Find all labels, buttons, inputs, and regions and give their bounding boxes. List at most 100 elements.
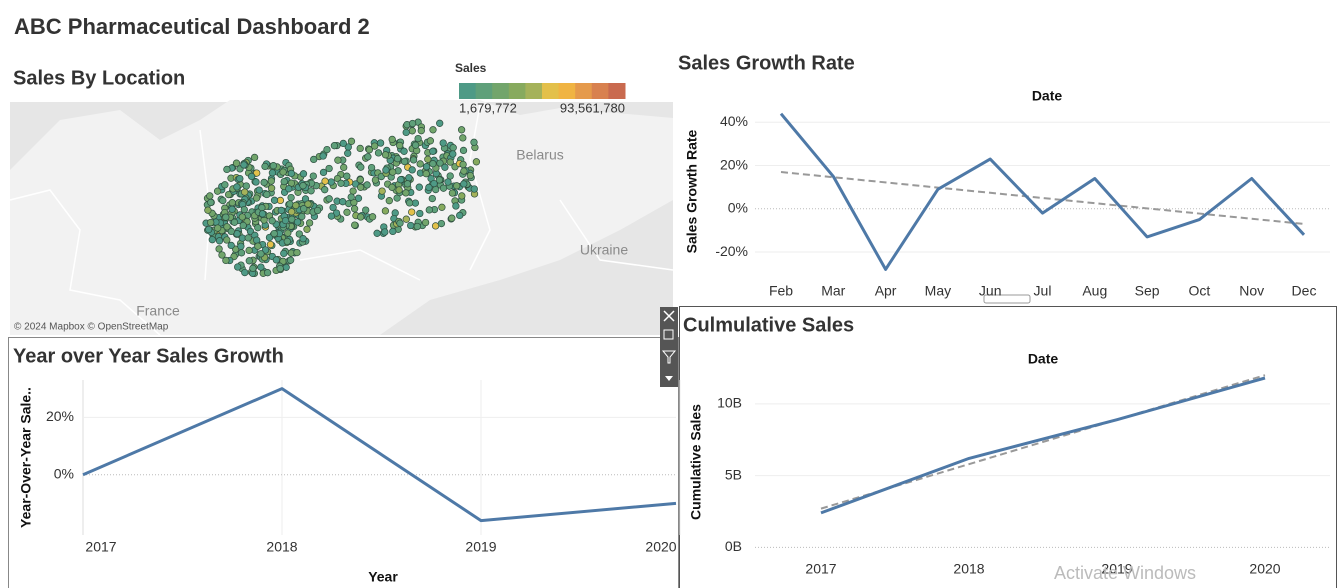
data-line xyxy=(820,376,1266,515)
map-point xyxy=(459,134,467,142)
map-point xyxy=(293,248,301,257)
map-point xyxy=(429,126,437,134)
map-point xyxy=(265,233,274,242)
map-point xyxy=(250,153,259,162)
map-point xyxy=(237,249,246,257)
map-point xyxy=(254,224,262,232)
map-point xyxy=(236,174,244,183)
map-point xyxy=(219,196,227,205)
map-point xyxy=(206,192,214,200)
map-point xyxy=(436,119,444,127)
map-point xyxy=(304,200,312,208)
map-point xyxy=(459,146,468,155)
map-point xyxy=(460,180,468,188)
map-point xyxy=(286,200,294,208)
map-point xyxy=(319,168,328,177)
map-point xyxy=(436,159,444,167)
map-point xyxy=(221,181,229,189)
map-point xyxy=(287,193,295,202)
map-point xyxy=(408,127,416,135)
map-point xyxy=(424,155,432,163)
map-point xyxy=(283,237,291,246)
map-point xyxy=(253,236,261,244)
map-point xyxy=(414,134,422,143)
map-point xyxy=(327,178,335,186)
expand-icon[interactable] xyxy=(663,329,674,340)
map-point xyxy=(470,185,478,193)
x-tick-label: Jul xyxy=(1034,283,1052,299)
map-point xyxy=(337,179,345,187)
map-point xyxy=(458,192,466,200)
y-tick-label: 0% xyxy=(728,200,748,216)
map-point xyxy=(214,224,222,232)
map-point xyxy=(305,219,314,227)
close-icon[interactable] xyxy=(663,310,675,322)
map-attribution: © 2024 Mapbox © OpenStreetMap xyxy=(14,322,169,333)
map-point xyxy=(241,268,249,277)
y-tick-label: 20% xyxy=(46,408,74,424)
map-point xyxy=(408,166,416,174)
map-point xyxy=(400,147,408,155)
map-point xyxy=(435,176,444,184)
map-point xyxy=(258,204,266,212)
charts: Sales Growth Rate Date Sales Growth Rate 40… xyxy=(13,52,1330,585)
map-point xyxy=(439,139,447,147)
map-point xyxy=(222,213,230,221)
map-point xyxy=(292,201,300,210)
map-point xyxy=(339,139,347,148)
map-point xyxy=(407,221,415,230)
map-point xyxy=(313,206,322,215)
toolbar[interactable] xyxy=(660,307,678,387)
map-point xyxy=(334,156,342,164)
map-point xyxy=(421,218,430,227)
map-point xyxy=(371,176,380,184)
map-point xyxy=(215,237,224,245)
map-point xyxy=(408,119,417,128)
map-point xyxy=(269,162,278,170)
y-tick-label: 40% xyxy=(720,113,748,129)
x-tick-label: Dec xyxy=(1292,283,1317,299)
map-point xyxy=(446,172,454,180)
map-point xyxy=(276,264,284,273)
map-point xyxy=(272,256,281,264)
x-tick-label: 2017 xyxy=(805,561,836,577)
map-point xyxy=(254,242,262,250)
map-point xyxy=(257,250,265,258)
map-point xyxy=(354,194,363,202)
panel-frame xyxy=(8,337,679,588)
map-point xyxy=(413,222,421,231)
map-point xyxy=(330,142,339,150)
map-point xyxy=(472,158,481,166)
map-point xyxy=(347,193,355,201)
map-point xyxy=(425,206,433,214)
map-point xyxy=(299,235,307,243)
map-point xyxy=(215,245,223,253)
map-point xyxy=(224,190,233,199)
legend-swatch xyxy=(475,83,493,99)
map-point xyxy=(381,207,390,215)
x-tick-label: Mar xyxy=(821,283,845,299)
map-point xyxy=(381,228,389,236)
map-point xyxy=(396,141,404,150)
filter-icon[interactable] xyxy=(661,350,677,364)
map-point xyxy=(385,197,393,205)
resize-handle[interactable] xyxy=(983,294,1031,304)
map-point xyxy=(459,160,467,169)
x-tick-label: 2019 xyxy=(465,539,496,555)
map-point xyxy=(357,163,365,171)
map-point xyxy=(449,150,457,158)
map-point xyxy=(456,211,464,220)
menu-icon[interactable] xyxy=(665,376,673,381)
map-point xyxy=(448,214,456,222)
map-point xyxy=(356,183,365,191)
map-point xyxy=(368,213,377,221)
map-point xyxy=(244,234,252,242)
map-point xyxy=(378,187,386,195)
watermark: Activate Windows xyxy=(1054,563,1196,583)
x-tick-label: 2020 xyxy=(1249,561,1280,577)
map-point xyxy=(417,127,425,135)
x-tick-label: Oct xyxy=(1189,283,1211,299)
map-point xyxy=(234,263,242,271)
map-point xyxy=(376,139,385,147)
